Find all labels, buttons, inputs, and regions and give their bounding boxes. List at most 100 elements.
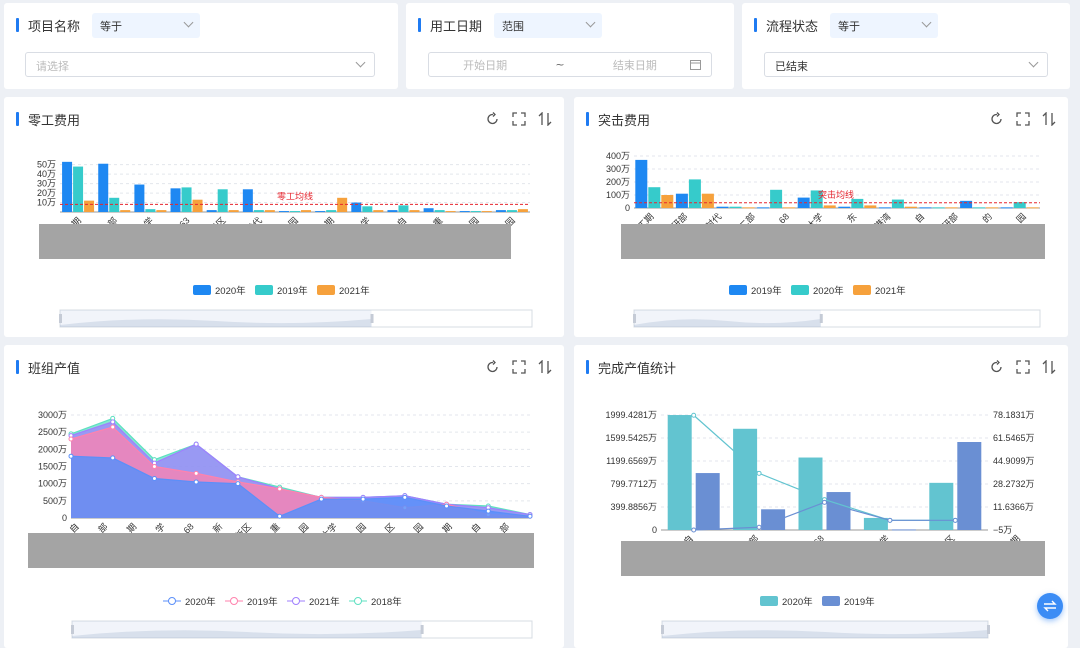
bar[interactable] [192,199,203,212]
bar[interactable] [783,207,796,209]
bar[interactable] [290,211,300,213]
refresh-icon[interactable] [486,112,500,126]
bar[interactable] [398,205,409,212]
legend-item[interactable]: 2021年 [853,285,906,297]
bar[interactable] [957,441,982,530]
bar[interactable] [648,187,661,208]
bar[interactable] [929,482,954,530]
fullscreen-icon[interactable] [512,112,526,126]
legend-item[interactable]: 2020年 [791,285,844,297]
data-point[interactable] [691,412,697,418]
legend-item[interactable]: 2019年 [822,596,875,608]
bar[interactable] [729,206,742,208]
fullscreen-icon[interactable] [512,360,526,374]
bar[interactable] [98,163,109,212]
bar[interactable] [326,210,337,212]
data-point[interactable] [952,517,958,523]
data-point[interactable] [756,470,762,476]
legend-item[interactable]: 2020年 [163,596,216,608]
data-point[interactable] [485,508,491,514]
datazoom-handle[interactable] [633,314,636,323]
data-point[interactable] [444,503,450,509]
data-point[interactable] [68,453,74,459]
bar[interactable] [279,211,289,213]
project-select[interactable]: 请选择 [25,52,375,77]
bar[interactable] [134,184,145,212]
data-point[interactable] [691,527,697,533]
legend-item[interactable]: 2018年 [349,596,402,608]
sort-icon[interactable] [538,360,552,374]
data-point[interactable] [887,517,893,523]
legend-item[interactable]: 2019年 [255,285,308,297]
bar[interactable] [84,200,95,212]
datazoom-selection[interactable] [72,621,422,638]
bar[interactable] [851,198,864,208]
bar[interactable] [170,188,181,212]
sort-icon[interactable] [1042,112,1056,126]
bar[interactable] [797,197,810,208]
refresh-icon[interactable] [990,112,1004,126]
bar[interactable] [181,187,192,212]
status-select[interactable]: 已结束 [764,52,1048,77]
data-point[interactable] [318,496,324,502]
bar[interactable] [973,207,986,209]
data-point[interactable] [193,470,199,476]
bar[interactable] [217,189,228,212]
bar[interactable] [878,207,891,209]
refresh-icon[interactable] [990,360,1004,374]
bar[interactable] [409,210,420,212]
datazoom-handle[interactable] [71,625,74,634]
data-point[interactable] [151,464,157,469]
bar[interactable] [62,161,73,212]
bar[interactable] [716,206,729,208]
bar[interactable] [481,211,492,213]
bar[interactable] [667,415,692,530]
data-point[interactable] [193,479,199,485]
bar[interactable] [695,473,720,530]
bar[interactable] [362,206,373,212]
datazoom-handle[interactable] [819,314,823,323]
fullscreen-icon[interactable] [1016,112,1030,126]
bar[interactable] [904,206,917,208]
datazoom-handle[interactable] [59,314,62,323]
bar[interactable] [838,206,851,208]
bar[interactable] [109,197,120,212]
bar[interactable] [242,189,253,212]
datazoom-selection[interactable] [60,310,372,327]
bar[interactable] [891,199,904,208]
bar[interactable] [73,166,84,212]
filter-project-operator[interactable]: 等于 [92,12,201,38]
sort-icon[interactable] [538,112,552,126]
bar[interactable] [863,517,888,530]
bar[interactable] [1000,207,1013,209]
bar[interactable] [351,202,362,212]
bar[interactable] [810,190,823,208]
bar[interactable] [120,210,131,212]
bar[interactable] [826,492,851,530]
bar[interactable] [315,211,326,213]
bar[interactable] [459,211,470,213]
bar[interactable] [1026,207,1039,209]
data-point[interactable] [277,513,283,519]
refresh-icon[interactable] [486,360,500,374]
bar[interactable] [742,207,755,209]
data-point[interactable] [235,481,241,487]
data-point[interactable] [151,476,157,482]
filter-date-operator[interactable]: 范围 [494,12,603,38]
datazoom-selection[interactable] [662,621,988,638]
bar[interactable] [675,193,688,208]
bar[interactable] [387,210,398,212]
sort-icon[interactable] [1042,360,1056,374]
datazoom-selection[interactable] [634,310,821,327]
legend-item[interactable]: 2021年 [287,596,340,608]
datazoom-handle[interactable] [370,314,374,323]
bar[interactable] [445,211,456,213]
bar[interactable] [517,209,528,212]
bar[interactable] [661,195,674,208]
data-point[interactable] [110,455,116,461]
bar[interactable] [891,529,916,531]
bar[interactable] [757,207,770,209]
bar[interactable] [264,210,275,212]
bar[interactable] [701,193,714,208]
data-point[interactable] [360,496,366,502]
